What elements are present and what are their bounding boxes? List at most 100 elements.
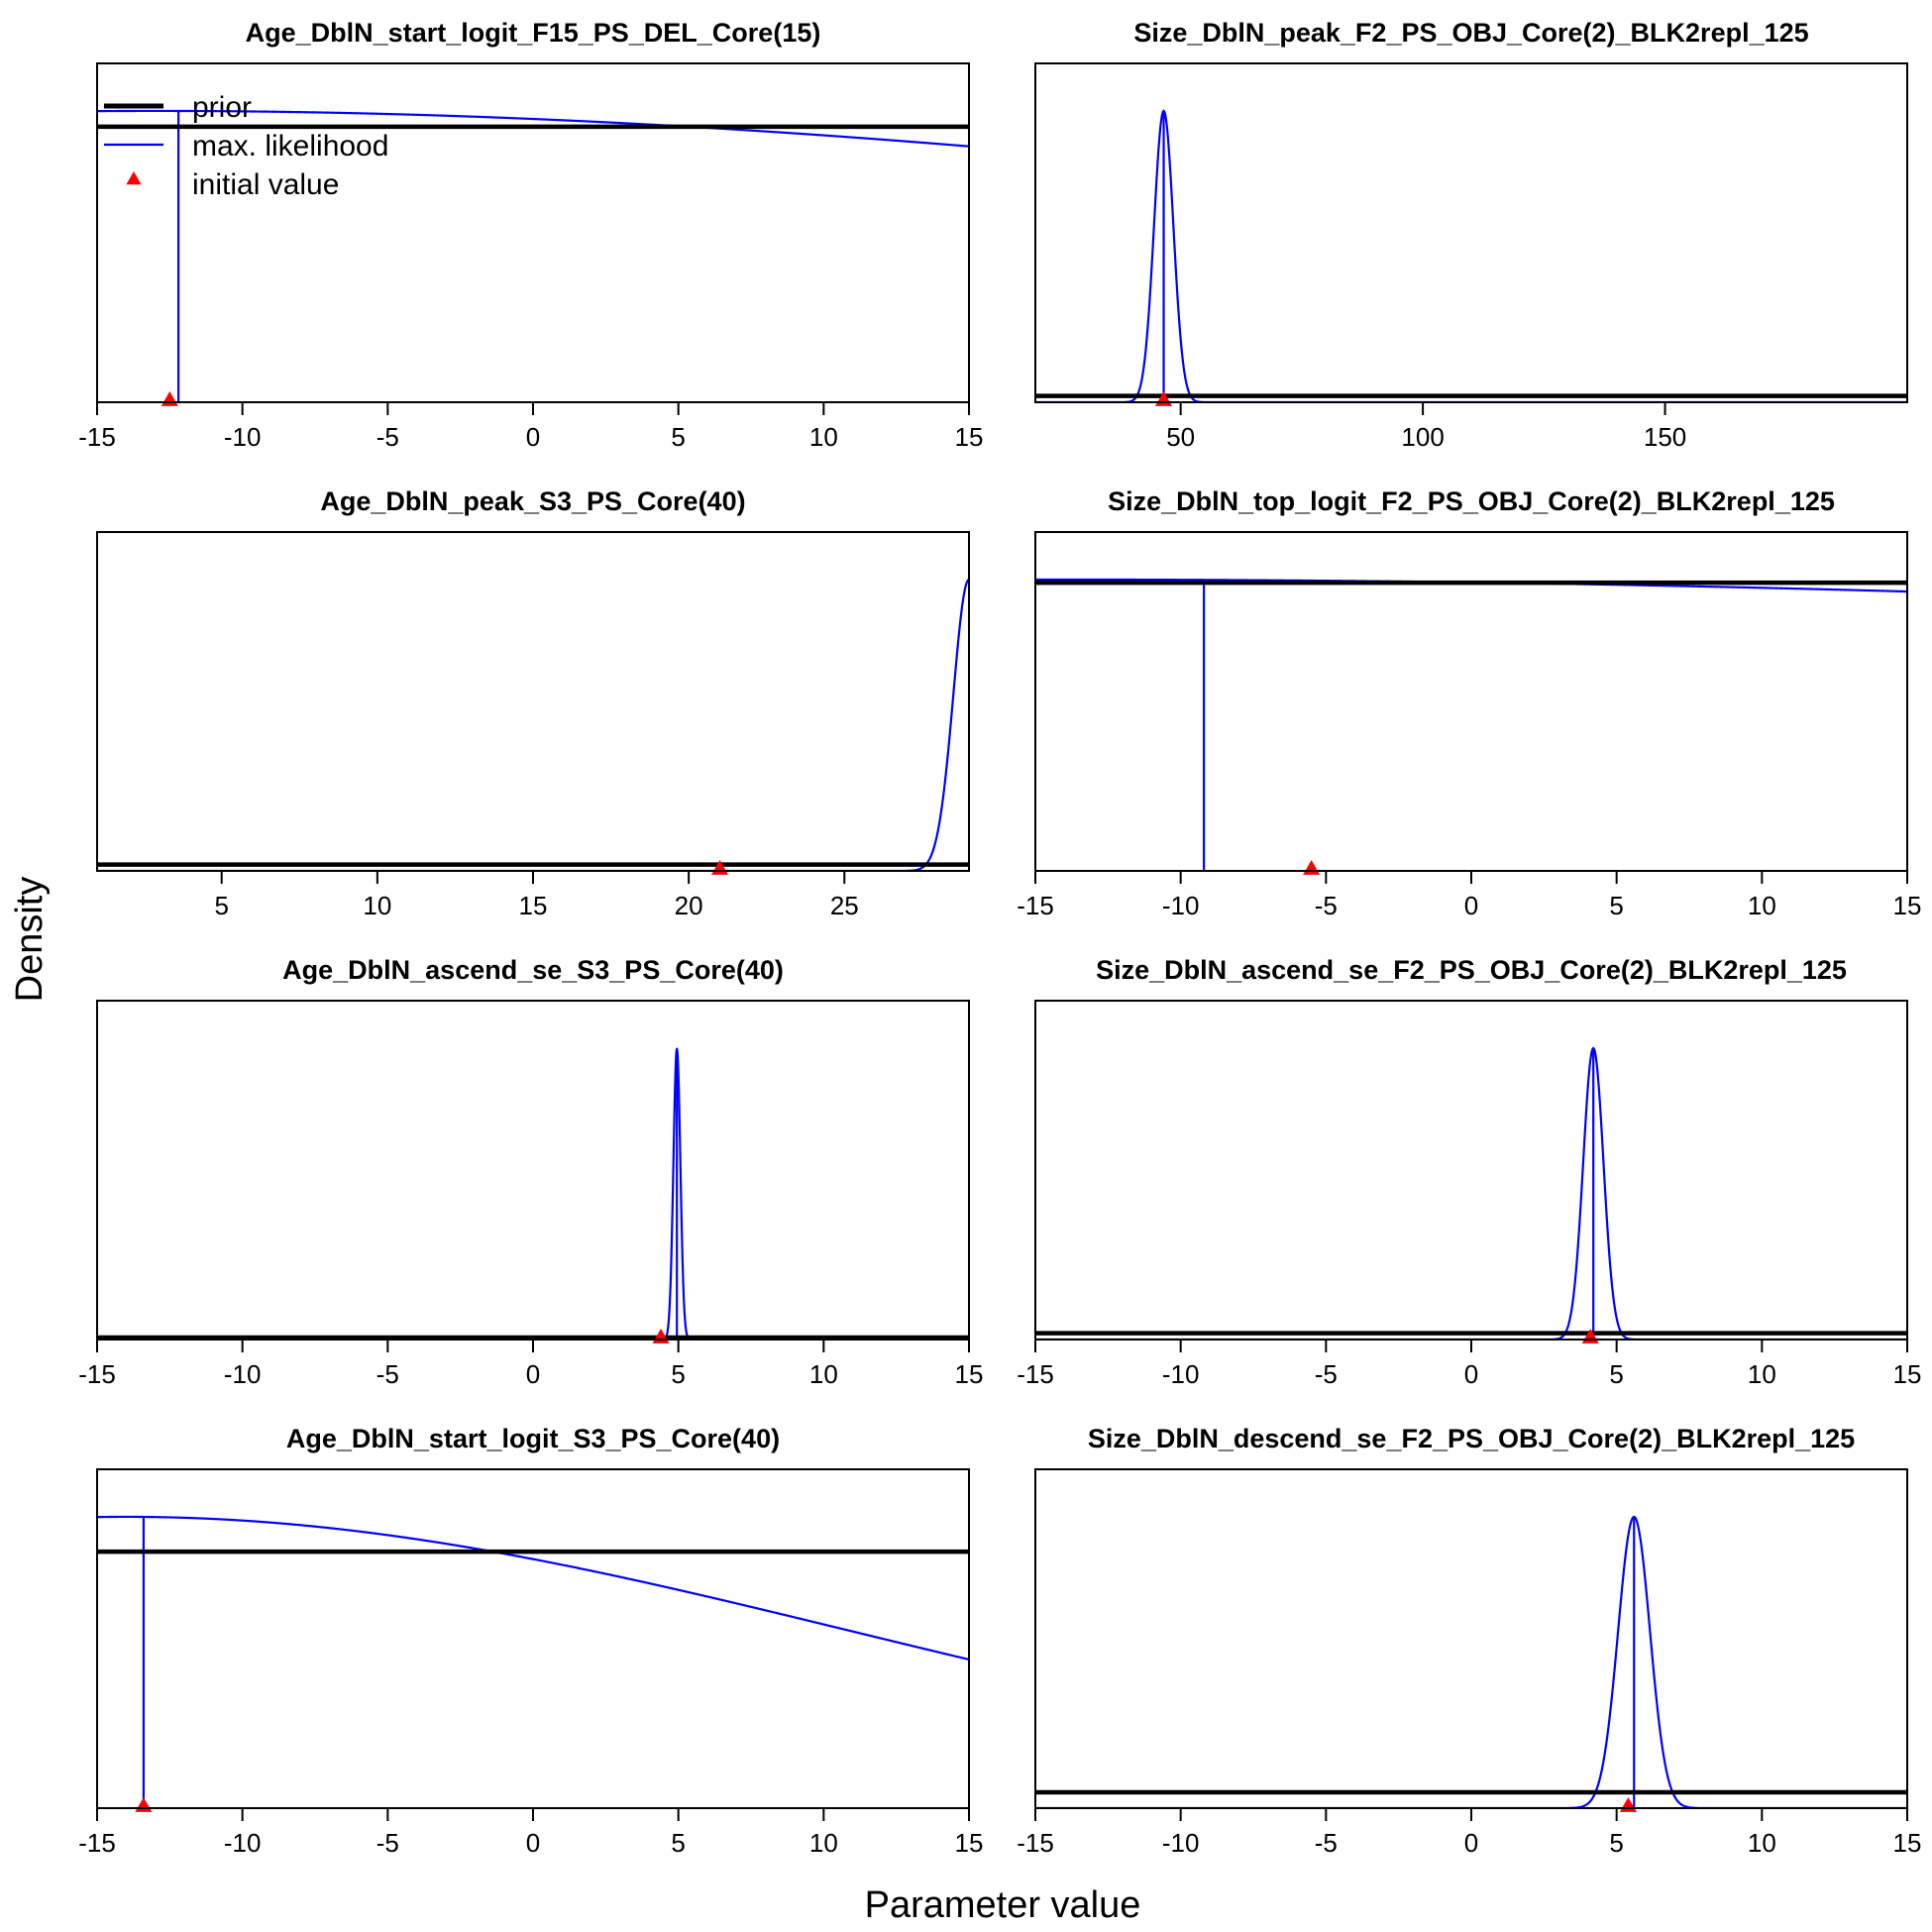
panels: Age_DblN_start_logit_F15_PS_DEL_Core(15)… (78, 18, 1921, 1858)
legend-label: prior (192, 91, 252, 124)
plot-area (1035, 1046, 1907, 1340)
x-tick-label: -5 (1315, 1359, 1338, 1389)
x-tick-label: 10 (809, 1359, 838, 1389)
x-tick-label: 10 (809, 422, 838, 452)
x-tick-label: 50 (1166, 422, 1195, 452)
x-tick-label: 15 (519, 891, 548, 920)
x-tick-label: 10 (809, 1828, 838, 1858)
x-tick-label: 15 (1893, 1359, 1922, 1389)
x-tick-label: 25 (830, 891, 859, 920)
x-tick-label: -10 (224, 1828, 262, 1858)
x-tick-label: 5 (671, 1359, 685, 1389)
plot-area (97, 109, 969, 402)
x-tick-label: 5 (1609, 1359, 1623, 1389)
x-tick-label: 0 (526, 1359, 540, 1389)
x-tick-label: -5 (376, 422, 399, 452)
x-tick-label: 10 (1748, 1828, 1776, 1858)
panel-8: Size_DblN_descend_se_F2_PS_OBJ_Core(2)_B… (1017, 1424, 1921, 1858)
x-tick-label: 0 (1464, 891, 1478, 920)
plot-area (97, 1515, 969, 1808)
x-tick-label: -10 (1162, 891, 1200, 920)
x-tick-label: 10 (1748, 1359, 1776, 1389)
panel-frame (96, 531, 970, 872)
x-tick-label: -15 (78, 1828, 116, 1858)
y-axis-title: Density (9, 877, 51, 1003)
likelihood-curve (97, 109, 969, 148)
x-tick-label: -5 (1315, 1828, 1338, 1858)
plot-area (1035, 1515, 1907, 1808)
x-tick-label: 100 (1401, 422, 1444, 452)
x-tick-label: -10 (224, 422, 262, 452)
x-tick-label: -15 (78, 422, 116, 452)
likelihood-curve (97, 1047, 969, 1340)
x-tick-label: 150 (1644, 422, 1686, 452)
x-tick-label: -5 (376, 1359, 399, 1389)
x-tick-label: 5 (671, 422, 685, 452)
panel-7: Age_DblN_start_logit_S3_PS_Core(40) -15 -1… (78, 1424, 983, 1858)
panel-6: Size_DblN_ascend_se_F2_PS_OBJ_Core(2)_BL… (1017, 955, 1921, 1389)
panel-title: Size_DblN_top_logit_F2_PS_OBJ_Core(2)_BL… (1108, 486, 1835, 516)
initial-value-marker (135, 1797, 153, 1812)
panel-frame (1034, 62, 1908, 403)
x-tick-label: 0 (1464, 1359, 1478, 1389)
x-tick-label: -15 (1017, 891, 1054, 920)
likelihood-curve (97, 578, 969, 871)
x-tick-label: 10 (1748, 891, 1776, 920)
likelihood-curve (97, 1515, 969, 1662)
x-tick-label: 15 (1893, 1828, 1922, 1858)
initial-value-marker (1303, 860, 1321, 875)
likelihood-curve (1035, 1046, 1907, 1340)
likelihood-curve (1035, 1515, 1907, 1808)
legend-label: initial value (192, 168, 339, 201)
panel-frame (1034, 1468, 1908, 1809)
panel-4: Size_DblN_top_logit_F2_PS_OBJ_Core(2)_BL… (1017, 486, 1921, 920)
x-tick-label: -10 (224, 1359, 262, 1389)
x-tick-label: 5 (1609, 891, 1623, 920)
initial-value-marker (161, 391, 178, 406)
x-tick-label: 0 (526, 1828, 540, 1858)
x-tick-label: 10 (363, 891, 391, 920)
panel-title: Size_DblN_ascend_se_F2_PS_OBJ_Core(2)_BL… (1096, 955, 1847, 985)
plot-area (97, 578, 969, 871)
plot-area (97, 1047, 969, 1340)
panel-title: Age_DblN_ascend_se_S3_PS_Core(40) (282, 955, 784, 985)
panel-5: Age_DblN_ascend_se_S3_PS_Core(40) -15 -10 -… (78, 955, 983, 1389)
likelihood-curve (1035, 109, 1907, 402)
initial-value-marker (1581, 1329, 1599, 1343)
x-axis-title: Parameter value (865, 1884, 1141, 1926)
x-tick-label: 5 (1609, 1828, 1623, 1858)
x-tick-label: 5 (671, 1828, 685, 1858)
x-tick-label: 15 (1893, 891, 1922, 920)
x-tick-label: 0 (1464, 1828, 1478, 1858)
x-tick-label: 15 (955, 1359, 984, 1389)
panel-3: Age_DblN_peak_S3_PS_Core(40) 5 10 15 20 25 (96, 486, 970, 920)
x-tick-label: -10 (1162, 1359, 1200, 1389)
panel-frame (1034, 1000, 1908, 1341)
panel-title: Age_DblN_peak_S3_PS_Core(40) (320, 486, 745, 516)
x-tick-label: -5 (376, 1828, 399, 1858)
panel-title: Size_DblN_peak_F2_PS_OBJ_Core(2)_BLK2rep… (1133, 18, 1808, 48)
legend: prior max. likelihood initial value (104, 91, 388, 201)
panel-2: Size_DblN_peak_F2_PS_OBJ_Core(2)_BLK2rep… (1034, 18, 1908, 452)
legend-swatch (126, 171, 142, 185)
panel-frame (96, 1000, 970, 1341)
x-tick-label: -10 (1162, 1828, 1200, 1858)
x-tick-label: 0 (526, 422, 540, 452)
plot-area (1035, 578, 1907, 871)
panel-1: Age_DblN_start_logit_F15_PS_DEL_Core(15)… (78, 18, 983, 452)
initial-value-marker (711, 860, 729, 875)
x-tick-label: 5 (214, 891, 228, 920)
plot-area (1035, 109, 1907, 402)
x-tick-label: 20 (675, 891, 703, 920)
initial-value-marker (1155, 391, 1173, 406)
x-tick-label: -15 (1017, 1359, 1054, 1389)
x-tick-label: -15 (1017, 1828, 1054, 1858)
panel-title: Age_DblN_start_logit_S3_PS_Core(40) (286, 1424, 780, 1453)
x-tick-label: 15 (955, 1828, 984, 1858)
legend-label: max. likelihood (192, 130, 388, 162)
x-tick-label: -5 (1315, 891, 1338, 920)
panel-title: Age_DblN_start_logit_F15_PS_DEL_Core(15) (246, 18, 821, 48)
x-tick-label: -15 (78, 1359, 116, 1389)
panel-title: Size_DblN_descend_se_F2_PS_OBJ_Core(2)_B… (1088, 1424, 1855, 1453)
